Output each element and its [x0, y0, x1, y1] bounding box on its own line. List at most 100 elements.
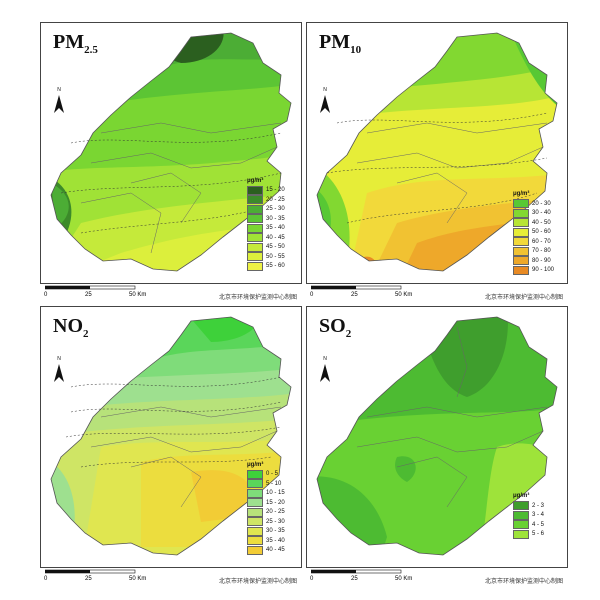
legend-item: 30 - 35 [247, 526, 291, 537]
legend-swatch [247, 252, 263, 262]
legend-item: 50 - 60 [513, 227, 557, 238]
legend-label: 20 - 30 [532, 200, 551, 207]
scale-bar: 0 25 50 Km [310, 568, 421, 588]
legend-item: 4 - 5 [513, 520, 557, 530]
scale-tick-50: 50 Km [129, 292, 147, 298]
legend-swatch [513, 237, 529, 247]
legend-label: 35 - 40 [266, 537, 285, 544]
legend-label: 5 - 6 [532, 531, 545, 538]
legend-label: 15 - 20 [266, 499, 285, 506]
scale-tick-50: 50 Km [395, 576, 413, 582]
legend-swatch [247, 185, 263, 195]
scale-tick-25: 25 [85, 292, 92, 298]
legend-swatch [513, 227, 529, 237]
legend-item: 25 - 30 [247, 204, 291, 215]
legend-swatch [513, 256, 529, 266]
legend-swatch [247, 517, 263, 527]
legend-label: 4 - 5 [532, 521, 545, 528]
legend-item: 20 - 30 [513, 199, 557, 209]
legend-swatch [247, 233, 263, 243]
legend-swatch [247, 242, 263, 252]
legend-item: 35 - 40 [247, 536, 291, 546]
so2-map [316, 316, 558, 556]
legend-item: 5 - 10 [247, 479, 291, 489]
pm10-map [316, 32, 558, 272]
scale-bar: 0 25 50 Km [44, 568, 155, 588]
map-title: PM10 [319, 31, 362, 56]
legend-swatch [247, 536, 263, 546]
legend-item: 5 - 6 [513, 529, 557, 540]
legend-label: 30 - 40 [532, 210, 551, 217]
scale-tick-25: 25 [351, 292, 358, 298]
legend-label: 80 - 90 [532, 257, 551, 264]
no2-map [50, 316, 292, 556]
legend-item: 30 - 35 [247, 214, 291, 224]
legend-swatch [513, 218, 529, 228]
scale-tick-0: 0 [310, 576, 314, 582]
legend-swatch [513, 501, 529, 511]
scale-bar: 0 25 50 Km [310, 284, 421, 304]
legend-label: 55 - 60 [266, 263, 285, 270]
legend-swatch [513, 208, 529, 218]
legend-swatch [247, 214, 263, 224]
legend-item: 40 - 45 [247, 545, 291, 556]
legend-swatch [247, 507, 263, 517]
legend-item: 90 - 100 [513, 265, 557, 276]
panel-pm25: PM2.5 N μg/m³ 15 - 20 20 - 25 25 - 30 30 - … [40, 22, 302, 301]
map-credit: 北京市环境保护监测中心制图 [484, 578, 563, 585]
legend-swatch [247, 545, 263, 555]
legend-item: 80 - 90 [513, 256, 557, 266]
map-title: NO2 [53, 315, 89, 340]
map-credit: 北京市环境保护监测中心制图 [484, 294, 563, 301]
legend-label: 35 - 40 [266, 225, 285, 232]
legend-swatch [247, 195, 263, 205]
legend-swatch [513, 199, 529, 209]
legend-swatch [513, 520, 529, 530]
legend-item: 15 - 20 [247, 185, 291, 196]
scale-tick-25: 25 [351, 576, 358, 582]
legend-swatch [513, 529, 529, 539]
legend-swatch [513, 246, 529, 256]
scale-tick-0: 0 [44, 292, 48, 298]
legend-swatch [513, 265, 529, 275]
legend-label: 15 - 20 [266, 187, 285, 194]
legend-item: 10 - 15 [247, 488, 291, 499]
legend-label: 40 - 45 [266, 547, 285, 554]
legend-label: 10 - 15 [266, 490, 285, 497]
legend-item: 45 - 50 [247, 242, 291, 253]
map-credit: 北京市环境保护监测中心制图 [218, 578, 297, 585]
north-arrow-icon: N [53, 87, 65, 117]
legend-item: 60 - 70 [513, 237, 557, 247]
scale-tick-0: 0 [310, 292, 314, 298]
legend-item: 0 - 5 [247, 469, 291, 480]
legend-item: 3 - 4 [513, 510, 557, 521]
legend-swatch [513, 510, 529, 520]
legend-label: 70 - 80 [532, 248, 551, 255]
legend-item: 2 - 3 [513, 501, 557, 511]
legend-item: 40 - 50 [513, 218, 557, 228]
legend-swatch [247, 204, 263, 214]
legend-swatch [247, 469, 263, 479]
legend-swatch [247, 261, 263, 271]
legend-item: 30 - 40 [513, 208, 557, 219]
panel-pm10: PM10 N μg/m³ 20 - 30 30 - 40 40 - 50 50 - 6… [306, 22, 568, 301]
scale-bar: 0 25 50 Km [44, 284, 155, 304]
legend-label: 60 - 70 [532, 238, 551, 245]
map-credit: 北京市环境保护监测中心制图 [218, 294, 297, 301]
legend-item: 50 - 55 [247, 252, 291, 262]
legend-item: 25 - 30 [247, 517, 291, 527]
scale-tick-50: 50 Km [395, 292, 413, 298]
legend: μg/m³ 20 - 30 30 - 40 40 - 50 50 - 60 60 - 7… [513, 191, 557, 275]
legend-label: 45 - 50 [266, 244, 285, 251]
legend-item: 20 - 25 [247, 195, 291, 205]
legend-label: 40 - 50 [532, 219, 551, 226]
north-arrow-icon: N [319, 356, 331, 386]
north-arrow-icon: N [53, 356, 65, 386]
legend-item: 70 - 80 [513, 246, 557, 257]
legend: μg/m³ 15 - 20 20 - 25 25 - 30 30 - 35 35 - 4… [247, 178, 291, 272]
legend-item: 35 - 40 [247, 223, 291, 234]
